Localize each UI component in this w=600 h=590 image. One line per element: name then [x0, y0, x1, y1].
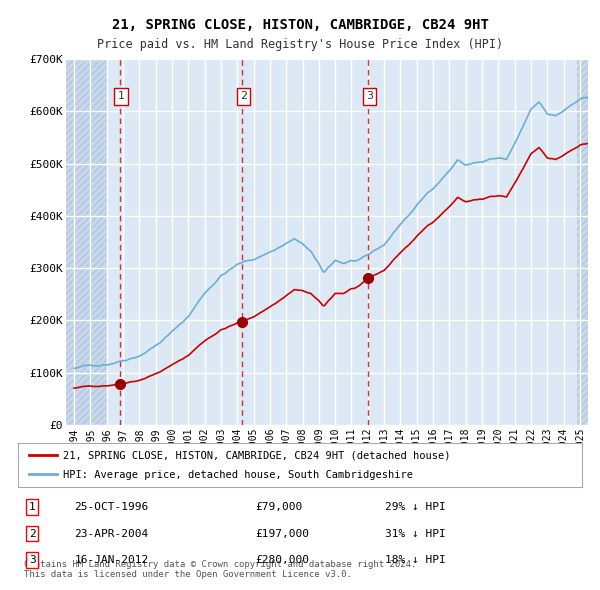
Text: 16-JAN-2012: 16-JAN-2012: [74, 555, 149, 565]
Bar: [577, 59, 588, 425]
Text: 2: 2: [29, 529, 35, 539]
Text: 29% ↓ HPI: 29% ↓ HPI: [385, 502, 445, 512]
Text: £79,000: £79,000: [255, 502, 302, 512]
Text: £280,000: £280,000: [255, 555, 309, 565]
Text: 21, SPRING CLOSE, HISTON, CAMBRIDGE, CB24 9HT (detached house): 21, SPRING CLOSE, HISTON, CAMBRIDGE, CB2…: [63, 451, 451, 461]
Text: 23-APR-2004: 23-APR-2004: [74, 529, 149, 539]
Text: 21, SPRING CLOSE, HISTON, CAMBRIDGE, CB24 9HT: 21, SPRING CLOSE, HISTON, CAMBRIDGE, CB2…: [112, 18, 488, 32]
Text: 2: 2: [240, 91, 247, 101]
Text: Price paid vs. HM Land Registry's House Price Index (HPI): Price paid vs. HM Land Registry's House …: [97, 38, 503, 51]
Text: 31% ↓ HPI: 31% ↓ HPI: [385, 529, 445, 539]
Text: 3: 3: [366, 91, 373, 101]
Text: Contains HM Land Registry data © Crown copyright and database right 2024.
This d: Contains HM Land Registry data © Crown c…: [23, 560, 416, 579]
Text: HPI: Average price, detached house, South Cambridgeshire: HPI: Average price, detached house, Sout…: [63, 470, 413, 480]
Bar: [66, 59, 107, 425]
Text: 18% ↓ HPI: 18% ↓ HPI: [385, 555, 445, 565]
Text: 3: 3: [29, 555, 35, 565]
Text: 1: 1: [118, 91, 125, 101]
Text: £197,000: £197,000: [255, 529, 309, 539]
Text: 1: 1: [29, 502, 35, 512]
Text: 25-OCT-1996: 25-OCT-1996: [74, 502, 149, 512]
